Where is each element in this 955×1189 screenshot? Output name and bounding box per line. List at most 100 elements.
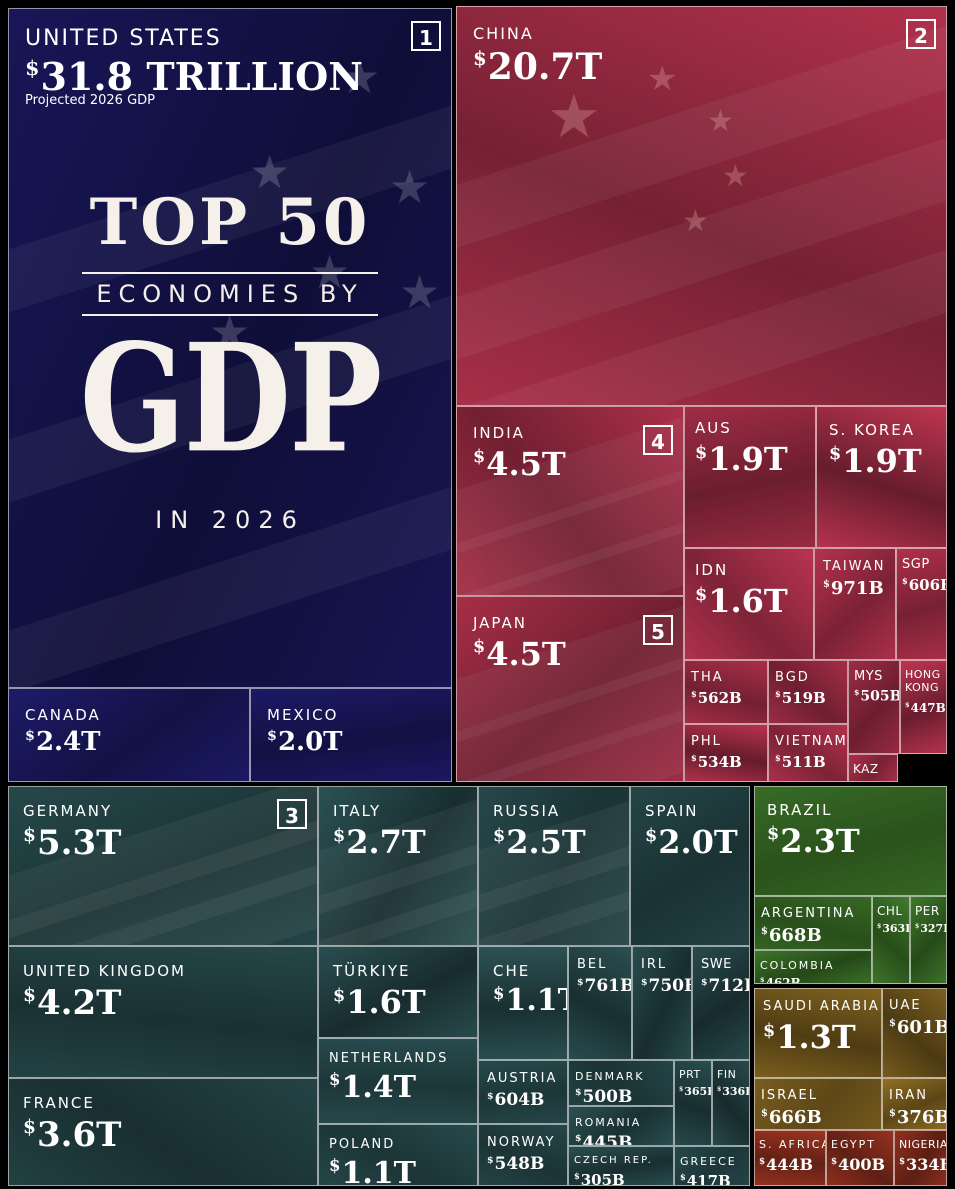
currency-symbol: $ bbox=[853, 780, 858, 781]
gdp-value: $750B bbox=[641, 976, 691, 997]
currency-symbol: $ bbox=[267, 727, 277, 744]
currency-symbol: $ bbox=[575, 1087, 582, 1099]
gdp-value: $400B bbox=[831, 1155, 886, 1175]
gdp-value: $2.3T bbox=[767, 821, 860, 860]
currency-symbol: $ bbox=[329, 1156, 341, 1176]
tile-fin: FIN $336B bbox=[712, 1060, 750, 1146]
tile-prt: PRT $365B bbox=[674, 1060, 712, 1146]
tile-united-kingdom: UNITED KINGDOM $4.2T bbox=[8, 946, 318, 1078]
tile-china: CHINA $20.7T 2 ★ ★ ★ ★ ★ bbox=[456, 6, 947, 406]
country-name: BGD bbox=[775, 669, 810, 685]
currency-symbol: $ bbox=[695, 583, 708, 605]
country-name: RUSSIA bbox=[493, 802, 561, 821]
tile-japan: JAPAN $4.5T 5 bbox=[456, 596, 684, 782]
gdp-value: $4.2T bbox=[23, 983, 122, 1024]
gdp-value: $1.1T bbox=[329, 1156, 417, 1186]
country-name: UNITED KINGDOM bbox=[23, 962, 186, 981]
tile-united-states: UNITED STATES $31.8 TRILLION 1 Projected 20… bbox=[8, 8, 452, 688]
currency-symbol: $ bbox=[691, 753, 697, 764]
country-name: SAUDI ARABIA bbox=[763, 999, 880, 1015]
title-main: GDP bbox=[79, 312, 383, 487]
rank-badge: 3 bbox=[277, 799, 307, 829]
star-icon: ★ bbox=[647, 60, 678, 98]
star-icon: ★ bbox=[722, 160, 749, 193]
gdp-value: $761B bbox=[577, 976, 632, 997]
currency-symbol: $ bbox=[775, 689, 781, 700]
title-subtitle: ECONOMIES BY bbox=[82, 272, 378, 316]
currency-symbol: $ bbox=[25, 727, 35, 744]
country-name: JAPAN bbox=[473, 613, 527, 632]
gdp-value: $444B bbox=[759, 1155, 814, 1175]
tile-russia: RUSSIA $2.5T bbox=[478, 786, 630, 946]
tile-spain: SPAIN $2.0T bbox=[630, 786, 750, 946]
tile-netherlands: NETHERLANDS $1.4T bbox=[318, 1038, 478, 1124]
gdp-value: $511B bbox=[775, 752, 826, 771]
country-name: VIETNAM bbox=[775, 733, 848, 749]
tile-swe: SWE $712B bbox=[692, 946, 750, 1060]
tile-hong-kong: HONG KONG $447B bbox=[900, 660, 947, 754]
country-name: BRAZIL bbox=[767, 800, 833, 819]
gdp-value: $376B bbox=[889, 1106, 947, 1128]
currency-symbol: $ bbox=[23, 1116, 37, 1139]
star-icon: ★ bbox=[399, 266, 441, 318]
tile-bel: BEL $761B bbox=[568, 946, 632, 1060]
gdp-value: $606B bbox=[902, 576, 946, 594]
gdp-value: $2.4T bbox=[25, 726, 101, 757]
currency-symbol: $ bbox=[902, 576, 908, 587]
star-icon: ★ bbox=[249, 146, 291, 198]
gdp-value: $2.0T bbox=[645, 823, 738, 862]
gdp-value: $534B bbox=[691, 752, 742, 771]
tile-greece: GREECE $417B bbox=[674, 1146, 750, 1186]
currency-symbol: $ bbox=[493, 983, 505, 1003]
currency-symbol: $ bbox=[889, 1107, 896, 1119]
tile-colombia: COLOMBIA $462B bbox=[754, 950, 872, 984]
tile-taiwan: TAIWAN $971B bbox=[814, 548, 896, 660]
country-name: IRAN bbox=[889, 1087, 928, 1103]
gdp-value: $417B bbox=[680, 1172, 731, 1186]
currency-symbol: $ bbox=[680, 1172, 686, 1183]
rank-badge: 4 bbox=[643, 425, 673, 455]
star-icon: ★ bbox=[707, 105, 734, 138]
currency-symbol: $ bbox=[823, 579, 830, 591]
currency-symbol: $ bbox=[761, 1107, 768, 1119]
currency-symbol: $ bbox=[333, 984, 346, 1006]
tile-brazil: BRAZIL $2.3T bbox=[754, 786, 947, 896]
country-name: NORWAY bbox=[487, 1135, 556, 1151]
currency-symbol: $ bbox=[25, 55, 40, 81]
tile-germany: GERMANY $5.3T 3 bbox=[8, 786, 318, 946]
star-icon: ★ bbox=[209, 306, 251, 358]
rank-badge: 2 bbox=[906, 19, 936, 49]
tile-bgd: BGD $519B bbox=[768, 660, 848, 724]
currency-symbol: $ bbox=[679, 1085, 684, 1093]
currency-symbol: $ bbox=[333, 824, 346, 846]
country-name: ROMANIA bbox=[575, 1115, 642, 1129]
gdp-value: $334B bbox=[899, 1155, 946, 1175]
tile-nigeria: NIGERIA $334B bbox=[894, 1130, 947, 1186]
gdp-value: $1.9T bbox=[829, 441, 922, 480]
tile-italy: ITALY $2.7T bbox=[318, 786, 478, 946]
gdp-value: $668B bbox=[761, 924, 822, 946]
gdp-value: $1.6T bbox=[333, 983, 426, 1022]
country-name: ARGENTINA bbox=[761, 905, 856, 921]
tile-s-africa: S. AFRICA $444B bbox=[754, 1130, 826, 1186]
country-name: MEXICO bbox=[267, 705, 339, 724]
tile-sgp: SGP $606B bbox=[896, 548, 947, 660]
currency-symbol: $ bbox=[760, 976, 765, 984]
tile-romania: ROMANIA $445B bbox=[568, 1106, 674, 1146]
country-name: GERMANY bbox=[23, 802, 113, 821]
gdp-value: $31.8 TRILLION bbox=[25, 53, 364, 99]
rank-badge: 1 bbox=[411, 21, 441, 51]
currency-symbol: $ bbox=[487, 1154, 494, 1166]
tile-poland: POLAND $1.1T bbox=[318, 1124, 478, 1186]
currency-symbol: $ bbox=[641, 976, 648, 988]
country-name: INDIA bbox=[473, 423, 525, 442]
gdp-value: $604B bbox=[487, 1090, 545, 1111]
tile-chl: CHL $363B bbox=[872, 896, 910, 984]
country-name: SPAIN bbox=[645, 802, 699, 821]
tile-irl: IRL $750B bbox=[632, 946, 692, 1060]
tile-saudi-arabia: SAUDI ARABIA $1.3T bbox=[754, 988, 882, 1078]
country-name: SGP bbox=[902, 557, 930, 572]
tile-che: CHE $1.1T bbox=[478, 946, 568, 1060]
currency-symbol: $ bbox=[854, 688, 860, 697]
